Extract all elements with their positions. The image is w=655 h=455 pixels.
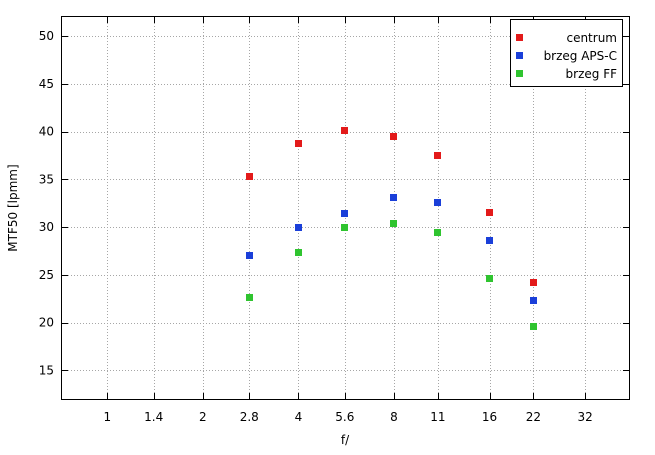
data-point-brzeg-ff [295, 249, 302, 256]
data-point-brzeg-aps-c [530, 297, 537, 304]
x-tick-label: 1 [103, 410, 111, 424]
plot-frame [61, 16, 630, 400]
y-tick-label: 40 [39, 125, 54, 139]
data-point-brzeg-ff [486, 275, 493, 282]
y-tick-label: 20 [39, 316, 54, 330]
y-tick-label: 15 [39, 363, 54, 377]
legend-label: centrum [566, 31, 617, 45]
x-tick-label: 2 [199, 410, 207, 424]
data-point-centrum [295, 140, 302, 147]
x-tick-label: 4 [295, 410, 303, 424]
data-point-brzeg-ff [246, 294, 253, 301]
data-point-brzeg-ff [530, 323, 537, 330]
data-point-brzeg-aps-c [390, 194, 397, 201]
x-tick-label: 22 [526, 410, 541, 424]
y-tick-label: 45 [39, 77, 54, 91]
x-tick-label: 5.6 [335, 410, 354, 424]
legend: centrum brzeg APS-C brzeg FF [510, 19, 623, 87]
data-points [246, 127, 537, 330]
data-point-centrum [341, 127, 348, 134]
x-tick-label: 11 [430, 410, 445, 424]
legend-box [510, 19, 623, 87]
data-point-brzeg-ff [390, 220, 397, 227]
data-point-brzeg-aps-c [341, 210, 348, 217]
x-tick-label: 1.4 [144, 410, 163, 424]
data-point-centrum [390, 133, 397, 140]
x-tick-label: 8 [390, 410, 398, 424]
x-tick-label: 16 [482, 410, 497, 424]
x-axis-title: f/ [341, 433, 350, 447]
legend-label: brzeg FF [566, 67, 618, 81]
legend-swatch [516, 52, 523, 59]
y-tick-label: 35 [39, 172, 54, 186]
legend-swatch [516, 34, 523, 41]
data-point-brzeg-aps-c [486, 237, 493, 244]
data-point-brzeg-ff [434, 229, 441, 236]
legend-label: brzeg APS-C [544, 49, 617, 63]
x-tick-labels: 1 1.4 2 2.8 4 5.6 8 11 16 22 32 [103, 410, 592, 424]
data-point-centrum [486, 209, 493, 216]
y-tick-label: 30 [39, 220, 54, 234]
y-tick-label: 50 [39, 29, 54, 43]
data-point-brzeg-aps-c [295, 224, 302, 231]
x-tick-label: 2.8 [240, 410, 259, 424]
data-point-centrum [246, 173, 253, 180]
data-point-brzeg-ff [341, 224, 348, 231]
data-point-centrum [434, 152, 441, 159]
legend-swatch [516, 70, 523, 77]
y-tick-labels: 15 20 25 30 35 40 45 50 [39, 29, 54, 377]
y-axis-title: MTF50 [lpmm] [6, 164, 20, 251]
y-tick-label: 25 [39, 268, 54, 282]
data-point-brzeg-aps-c [434, 199, 441, 206]
data-point-brzeg-aps-c [246, 252, 253, 259]
x-tick-label: 32 [577, 410, 592, 424]
data-point-centrum [530, 279, 537, 286]
